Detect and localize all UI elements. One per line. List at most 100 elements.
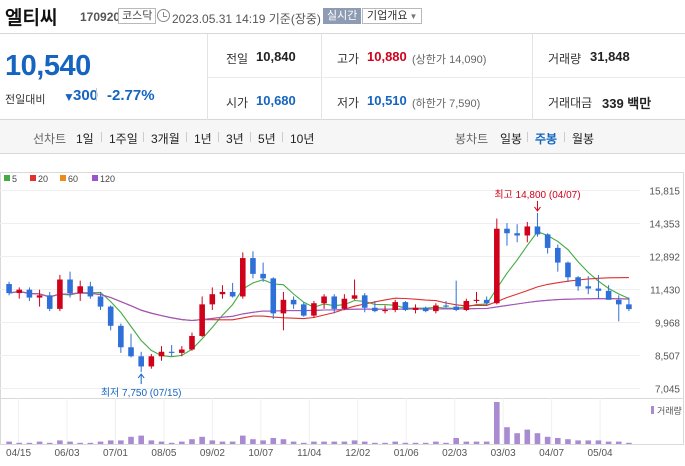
chart-grid	[0, 172, 684, 445]
volume-bar	[341, 441, 348, 444]
volume-bar	[311, 441, 317, 444]
volume-legend-label: 거래량	[657, 405, 682, 416]
volume-bar	[473, 441, 480, 444]
y-tick-label: 8,507	[655, 352, 680, 363]
volume-bar	[392, 441, 399, 444]
candle-body	[382, 309, 388, 312]
legend-swatch	[4, 175, 10, 181]
tab-line-5y[interactable]: 5년	[258, 132, 276, 146]
candle-body	[260, 273, 266, 279]
tab-line-10y[interactable]: 10년	[290, 132, 315, 146]
candle-body	[179, 349, 185, 353]
y-tick-label: 11,430	[650, 286, 680, 297]
volume-bar	[250, 439, 256, 444]
candle-body	[148, 356, 155, 367]
tab-candle-daily[interactable]: 일봉	[500, 132, 523, 146]
change-percent: -2.77%	[107, 87, 155, 104]
candle-body	[57, 279, 63, 309]
change-value: 300	[73, 87, 99, 104]
prev-close-label: 전일	[226, 52, 249, 66]
tab-line-1w[interactable]: 1주일	[109, 132, 138, 146]
amount-label: 거래대금	[548, 96, 593, 110]
stock-header: 엘티씨 170920 코스닥 2023.05.31 14:19 기준(장중) 실…	[0, 0, 685, 34]
volume-bar	[97, 441, 104, 444]
volume-bar	[219, 441, 226, 444]
candle-body	[290, 299, 297, 305]
volume-bar	[57, 440, 63, 444]
volume-bar	[46, 442, 53, 444]
legend-swatch	[30, 175, 36, 181]
x-tick-label: 06/03	[54, 448, 79, 459]
candlestick-chart: 15,815 14,353 12,892 11,430 9,968 8,507 7,045 0…	[0, 172, 684, 459]
divider	[527, 132, 528, 142]
tab-line-3y[interactable]: 3년	[226, 132, 244, 146]
stock-chart: 15,815 14,353 12,892 11,430 9,968 8,507 7,045 0…	[0, 154, 685, 466]
x-tick-label: 03/03	[491, 448, 516, 459]
volume-bar	[514, 433, 520, 444]
candle-body	[402, 302, 409, 310]
candle-body	[239, 258, 246, 297]
candle-body	[494, 228, 500, 304]
candle-body	[483, 299, 490, 304]
tab-line-1d[interactable]: 1일	[76, 132, 94, 146]
divider	[207, 34, 208, 120]
tab-line-3m[interactable]: 3개월	[151, 132, 180, 146]
legend-label: 60	[68, 174, 79, 184]
tab-candle-monthly[interactable]: 월봉	[572, 132, 595, 146]
volume-bar	[16, 442, 23, 444]
tab-candle-weekly[interactable]: 주봉	[535, 132, 558, 146]
upper-limit: (상한가 14,090)	[412, 54, 487, 66]
candle-body	[77, 286, 84, 294]
amount-value: 339 백만	[602, 96, 652, 111]
candle-body	[16, 289, 23, 294]
y-tick-label: 12,892	[649, 253, 680, 264]
volume-bar	[77, 442, 84, 444]
volume-bar	[626, 442, 632, 444]
candle-body	[615, 299, 622, 305]
volume-bar	[118, 440, 124, 444]
volume-bar	[229, 441, 236, 444]
stock-code: 170920	[80, 10, 121, 24]
volume-bar	[402, 442, 409, 444]
divider	[250, 132, 251, 142]
x-tick-label: 01/06	[394, 448, 419, 459]
candle-body	[392, 302, 399, 310]
realtime-button[interactable]: 실시간	[323, 8, 362, 24]
volume-bar	[575, 440, 581, 444]
change-label: 전일대비	[5, 94, 46, 106]
tab-line-1y[interactable]: 1년	[194, 132, 212, 146]
volume-pane-frame	[0, 398, 684, 445]
candle-body	[361, 295, 368, 308]
candle-body	[412, 307, 419, 310]
volume-bar	[26, 442, 33, 444]
volume-legend-swatch	[651, 406, 654, 414]
volume-bar	[585, 440, 592, 444]
chevron-down-icon: ▼	[409, 12, 418, 21]
x-tick-label: 11/04	[297, 448, 322, 459]
chart-annotations: 최고 14,800 (04/07) 최저 7,750 (07/15)	[101, 189, 581, 399]
volume-bar	[595, 440, 602, 444]
candle-body	[372, 307, 378, 312]
x-tick-label: 04/15	[6, 448, 31, 459]
candle-body	[575, 277, 581, 287]
divider	[564, 132, 565, 142]
volume-bar	[615, 441, 622, 444]
y-tick-label: 14,353	[649, 220, 680, 231]
legend-item-ma5: 5	[4, 174, 17, 184]
candle-body	[128, 347, 134, 357]
candle-body	[504, 228, 510, 234]
candle-body	[585, 286, 592, 289]
legend-swatch	[92, 175, 98, 181]
candle-body	[189, 335, 195, 350]
volume-bar	[494, 402, 500, 444]
volume-bar	[209, 440, 216, 444]
x-tick-label: 09/02	[200, 448, 225, 459]
volume-bar	[239, 435, 246, 444]
company-info-dropdown[interactable]: 기업개요 ▼	[362, 8, 423, 24]
divider	[186, 132, 187, 142]
candle-body	[280, 299, 287, 314]
candle-body	[321, 296, 327, 304]
volume-bar	[199, 436, 205, 444]
legend-label: 5	[12, 174, 18, 184]
candle-body	[473, 299, 480, 301]
